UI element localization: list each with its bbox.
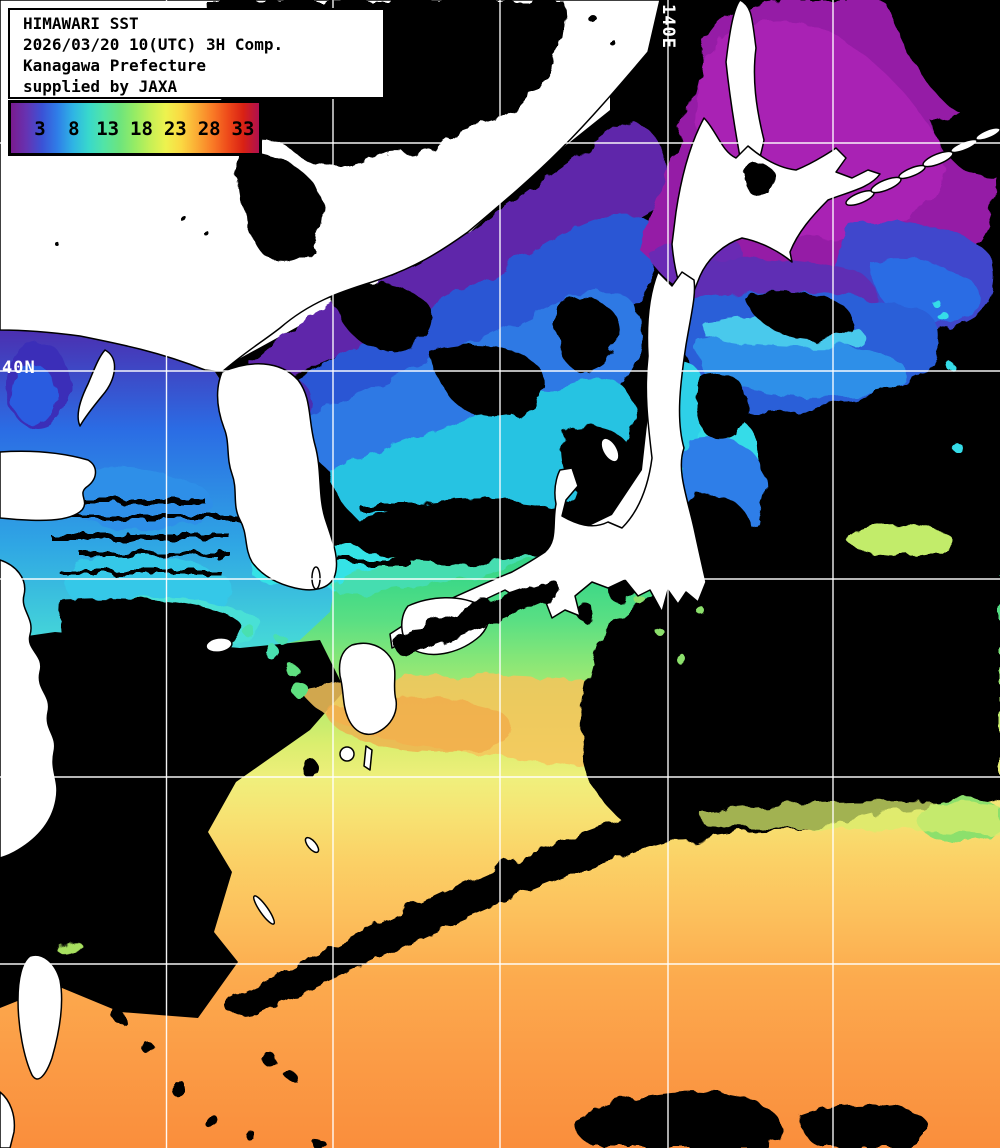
land-hokkaido: [671, 117, 881, 307]
land-korea: [216, 363, 338, 591]
region-line: Kanagawa Prefecture: [23, 56, 207, 75]
colorbar-gradient: [11, 103, 259, 153]
land-sado: [600, 437, 620, 463]
land-yakushima: [339, 746, 355, 762]
colorbar-tick: 8: [68, 118, 80, 140]
temperature-colorbar: 3 8 13 18 23 28 33: [8, 100, 262, 156]
colorbar-tick: 23: [163, 118, 187, 140]
colorbar-tick: 13: [96, 118, 120, 140]
land-amami: [304, 836, 320, 854]
colorbar-tick: 18: [130, 118, 153, 140]
meridian-label: 140E: [658, 4, 678, 49]
land-jeju: [205, 637, 233, 653]
land-tsushima: [311, 566, 321, 590]
info-box: HIMAWARI SST 2026/03/20 10(UTC) 3H Comp.…: [8, 8, 385, 99]
land-liaodong: [77, 349, 116, 427]
colorbar-tick: 33: [231, 118, 255, 140]
colorbar-ticks: 3 8 13 18 23 28 33: [11, 103, 259, 153]
credit-line: supplied by JAXA: [23, 77, 178, 96]
land-taiwan: [17, 954, 63, 1080]
colorbar-tick: 3: [34, 118, 46, 140]
colorbar-tick: 28: [197, 118, 221, 140]
sea-accent-patches: [58, 524, 1000, 955]
title-line: HIMAWARI SST: [23, 14, 139, 33]
land-tanegashima: [363, 745, 373, 771]
land-okinawa: [252, 895, 276, 925]
land-kuril-island: [975, 127, 1000, 141]
east-china-sea-clouds: [0, 632, 345, 1018]
land-china-coast: [0, 559, 58, 859]
land-kyushu: [338, 642, 398, 736]
parallel-label: 40N: [2, 358, 36, 378]
datetime-line: 2026/03/20 10(UTC) 3H Comp.: [23, 35, 284, 54]
land-sw-corner: [0, 1091, 16, 1148]
land-shandong: [0, 450, 97, 522]
